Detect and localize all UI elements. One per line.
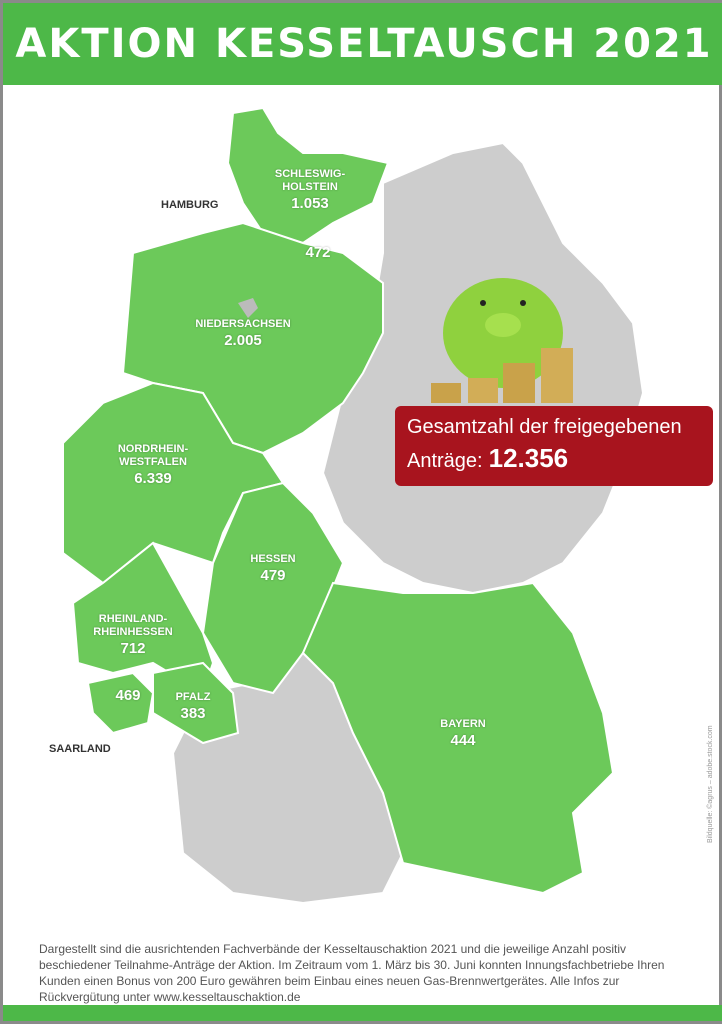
- region-name: NIEDERSACHSEN: [195, 318, 291, 330]
- region-count: 2.005: [224, 332, 262, 349]
- region-name: HESSEN: [250, 553, 296, 565]
- region-saarland: [86, 671, 155, 735]
- region-name: NORDRHEIN-: [117, 443, 189, 455]
- piggy-bank-illustration: [431, 278, 573, 403]
- label-bayern: BAYERN 444: [423, 718, 503, 749]
- label-saarland: SAARLAND: [49, 743, 111, 755]
- image-credit: Bildquelle: ©agrus – adobe.stock.com: [707, 725, 714, 843]
- region-schleswig-holstein: [226, 106, 390, 245]
- header-bar: AKTION KESSELTAUSCH 2021: [3, 3, 722, 85]
- total-badge: Gesamtzahl der freigegebenen Anträge: 12.…: [395, 406, 713, 486]
- region-count: 444: [450, 732, 476, 749]
- label-niedersachsen: NIEDERSACHSEN 2.005: [183, 318, 303, 349]
- region-name: PFALZ: [175, 691, 211, 703]
- region-name: RHEINHESSEN: [93, 626, 173, 638]
- count-hamburg: 472: [293, 243, 343, 261]
- badge-total: 12.356: [488, 443, 569, 473]
- region-name: WESTFALEN: [119, 456, 187, 468]
- badge-text: Gesamtzahl der freigegebenen: [407, 416, 682, 438]
- label-rheinland: RHEINLAND- RHEINHESSEN 712: [78, 613, 188, 657]
- region-bayern: [301, 581, 615, 895]
- region-pfalz: [152, 661, 240, 745]
- germany-map: [62, 106, 645, 905]
- region-name: HOLSTEIN: [282, 181, 338, 193]
- region-count: 1.053: [291, 195, 329, 212]
- page-title: AKTION KESSELTAUSCH 2021: [15, 21, 713, 67]
- label-nrw: NORDRHEIN- WESTFALEN 6.339: [98, 443, 208, 487]
- region-count: 712: [120, 640, 146, 657]
- region-count: 469: [115, 687, 141, 704]
- label-schleswig-holstein: SCHLESWIG- HOLSTEIN 1.053: [265, 168, 355, 212]
- count-saarland: 469: [103, 686, 153, 704]
- region-count: 383: [180, 705, 206, 722]
- region-name: SCHLESWIG-: [274, 168, 346, 180]
- region-count: 6.339: [134, 470, 172, 487]
- region-count: 472: [305, 244, 331, 261]
- region-count: 479: [260, 567, 286, 584]
- label-hamburg: HAMBURG: [161, 199, 219, 211]
- footer-bar: [3, 1005, 722, 1021]
- region-name: BAYERN: [440, 718, 486, 730]
- label-pfalz: PFALZ 383: [163, 691, 223, 722]
- badge-label: Anträge:: [407, 450, 483, 472]
- region-name: RHEINLAND-: [98, 613, 168, 625]
- footer-text: Dargestellt sind die ausrichtenden Fachv…: [39, 942, 665, 1004]
- label-hessen: HESSEN 479: [233, 553, 313, 584]
- bremen-shape: [238, 298, 258, 318]
